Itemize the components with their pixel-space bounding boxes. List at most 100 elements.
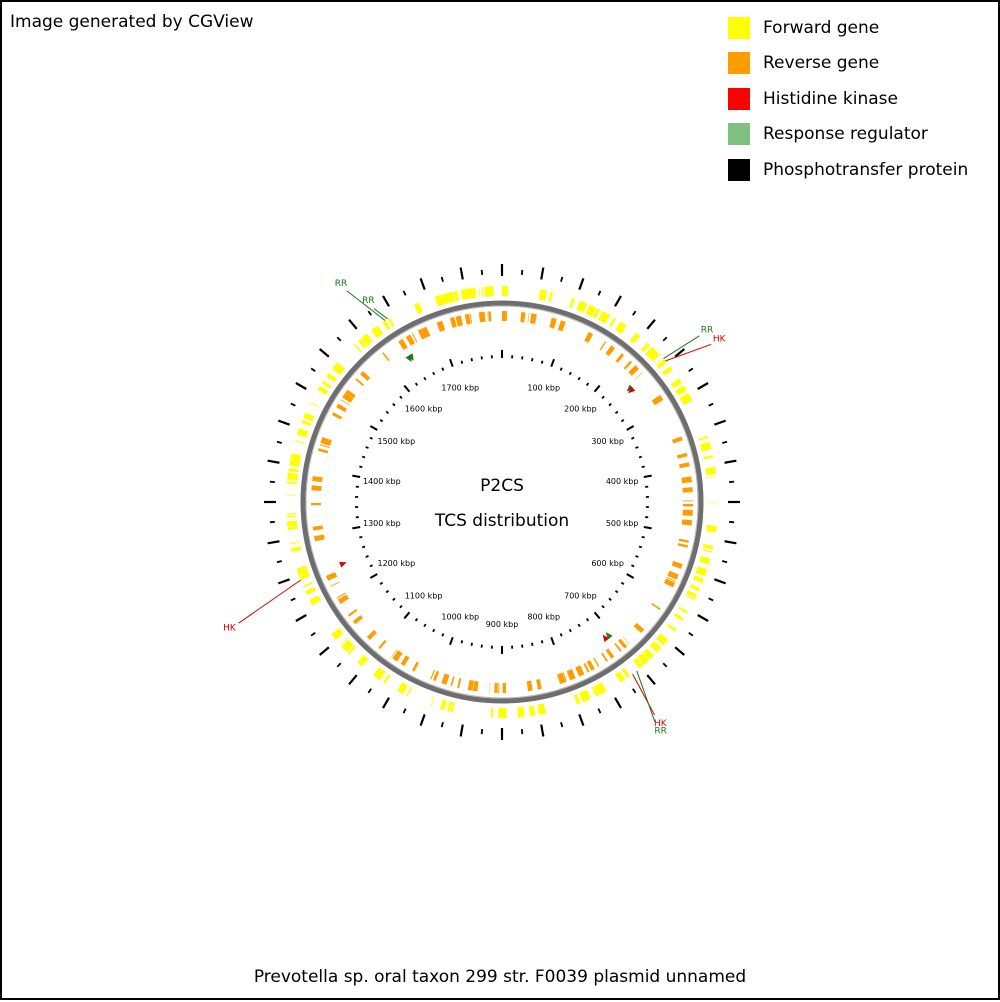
reverse-gene xyxy=(559,677,564,679)
forward-gene xyxy=(302,430,304,437)
inner-scale-tick xyxy=(587,619,589,621)
forward-gene xyxy=(680,388,683,393)
outer-scale-tick xyxy=(561,722,562,727)
forward-gene xyxy=(698,577,700,581)
reverse-gene xyxy=(656,398,659,403)
outer-scale-tick xyxy=(442,277,443,282)
inner-scale-tick xyxy=(631,565,634,566)
forward-gene xyxy=(539,294,546,295)
forward-gene xyxy=(571,302,574,303)
forward-gene xyxy=(575,699,578,700)
reverse-gene xyxy=(349,393,351,396)
forward-gene xyxy=(292,521,293,526)
forward-gene xyxy=(666,369,669,372)
response-regulator-label: RR xyxy=(701,325,714,335)
forward-gene xyxy=(708,456,709,458)
reverse-gene xyxy=(586,667,588,668)
outer-scale-tick xyxy=(383,296,389,306)
outer-scale-tick xyxy=(633,311,636,315)
forward-gene xyxy=(711,525,712,531)
outer-scale-tick xyxy=(615,296,621,306)
inner-scale-ticks xyxy=(352,350,651,654)
forward-gene xyxy=(624,672,627,674)
backbone-ring-highlight xyxy=(306,306,698,698)
reverse-gene xyxy=(672,573,674,578)
forward-gene xyxy=(306,422,307,425)
forward-gene xyxy=(705,443,707,450)
reverse-gene xyxy=(531,318,536,319)
reverse-gene xyxy=(469,685,474,686)
inner-scale-tick xyxy=(542,640,543,643)
forward-gene xyxy=(416,307,421,309)
reverse-gene xyxy=(682,454,683,457)
reverse-gene xyxy=(604,657,605,658)
inner-scale-tick xyxy=(433,372,434,375)
inner-scale-tick xyxy=(595,386,600,392)
inner-scale-tick xyxy=(400,396,402,398)
inner-scale-tick xyxy=(404,386,409,392)
outer-scale-tick xyxy=(663,337,667,341)
response-regulator-label: RR xyxy=(654,726,667,736)
inner-scale-tick xyxy=(561,368,562,371)
reverse-gene xyxy=(655,606,656,607)
forward-gene xyxy=(351,649,353,651)
scale-label: 500 kbp xyxy=(606,519,639,528)
scale-label: 300 kbp xyxy=(591,437,624,446)
outer-scale-tick xyxy=(709,598,714,600)
forward-gene xyxy=(538,709,545,710)
forward-gene xyxy=(451,297,455,298)
outer-scale-tick xyxy=(368,689,371,693)
outer-scale-tick xyxy=(579,714,583,725)
reverse-gene xyxy=(479,317,485,318)
outer-scale-tick xyxy=(421,278,425,289)
forward-gene xyxy=(461,294,468,295)
reverse-gene xyxy=(617,647,618,648)
reverse-gene xyxy=(346,396,349,400)
response-regulator-label: RR xyxy=(362,296,375,306)
inner-scale-tick xyxy=(362,547,365,548)
scale-label: 1700 kbp xyxy=(441,383,479,392)
inner-scale-tick xyxy=(450,359,453,367)
outer-scale-tick xyxy=(421,714,425,725)
forward-gene xyxy=(345,643,350,648)
reverse-gene xyxy=(589,665,592,667)
reverse-gene xyxy=(330,574,332,579)
forward-gene xyxy=(618,675,622,678)
forward-gene xyxy=(390,322,392,323)
reverse-gene xyxy=(619,357,621,359)
inner-scale-tick xyxy=(442,368,443,371)
reverse-gene xyxy=(559,325,564,327)
inner-scale-tick xyxy=(416,619,418,621)
inner-scale-tick xyxy=(595,612,600,618)
forward-gene xyxy=(448,706,450,707)
outer-scale-tick xyxy=(714,421,725,425)
outer-scale-tick xyxy=(404,709,406,714)
forward-gene xyxy=(594,690,597,692)
outer-scale-tick xyxy=(291,598,296,600)
forward-gene xyxy=(326,383,328,386)
forward-gene xyxy=(361,343,363,345)
inner-scale-tick xyxy=(602,396,604,398)
outer-scale-tick xyxy=(296,383,306,389)
reverse-gene xyxy=(632,369,636,373)
outer-scale-tick xyxy=(663,663,667,667)
forward-gene xyxy=(374,330,380,335)
histidine-kinase-label: HK xyxy=(223,623,237,633)
reverse-gene xyxy=(686,477,687,483)
forward-gene xyxy=(336,365,341,371)
forward-gene xyxy=(357,348,358,349)
reverse-gene xyxy=(357,618,359,621)
outer-scale-tick xyxy=(615,698,621,708)
reverse-gene xyxy=(352,612,353,614)
histidine-kinase-leader-line xyxy=(239,580,301,623)
inner-scale-tick xyxy=(609,404,611,406)
histidine-kinase-marker xyxy=(339,559,348,567)
reverse-gene xyxy=(608,653,611,655)
inner-scale-tick xyxy=(386,591,388,593)
inner-scale-tick xyxy=(366,556,369,557)
inner-scale-tick xyxy=(570,629,571,632)
inner-scale-tick xyxy=(471,643,472,646)
reverse-gene xyxy=(341,406,343,410)
